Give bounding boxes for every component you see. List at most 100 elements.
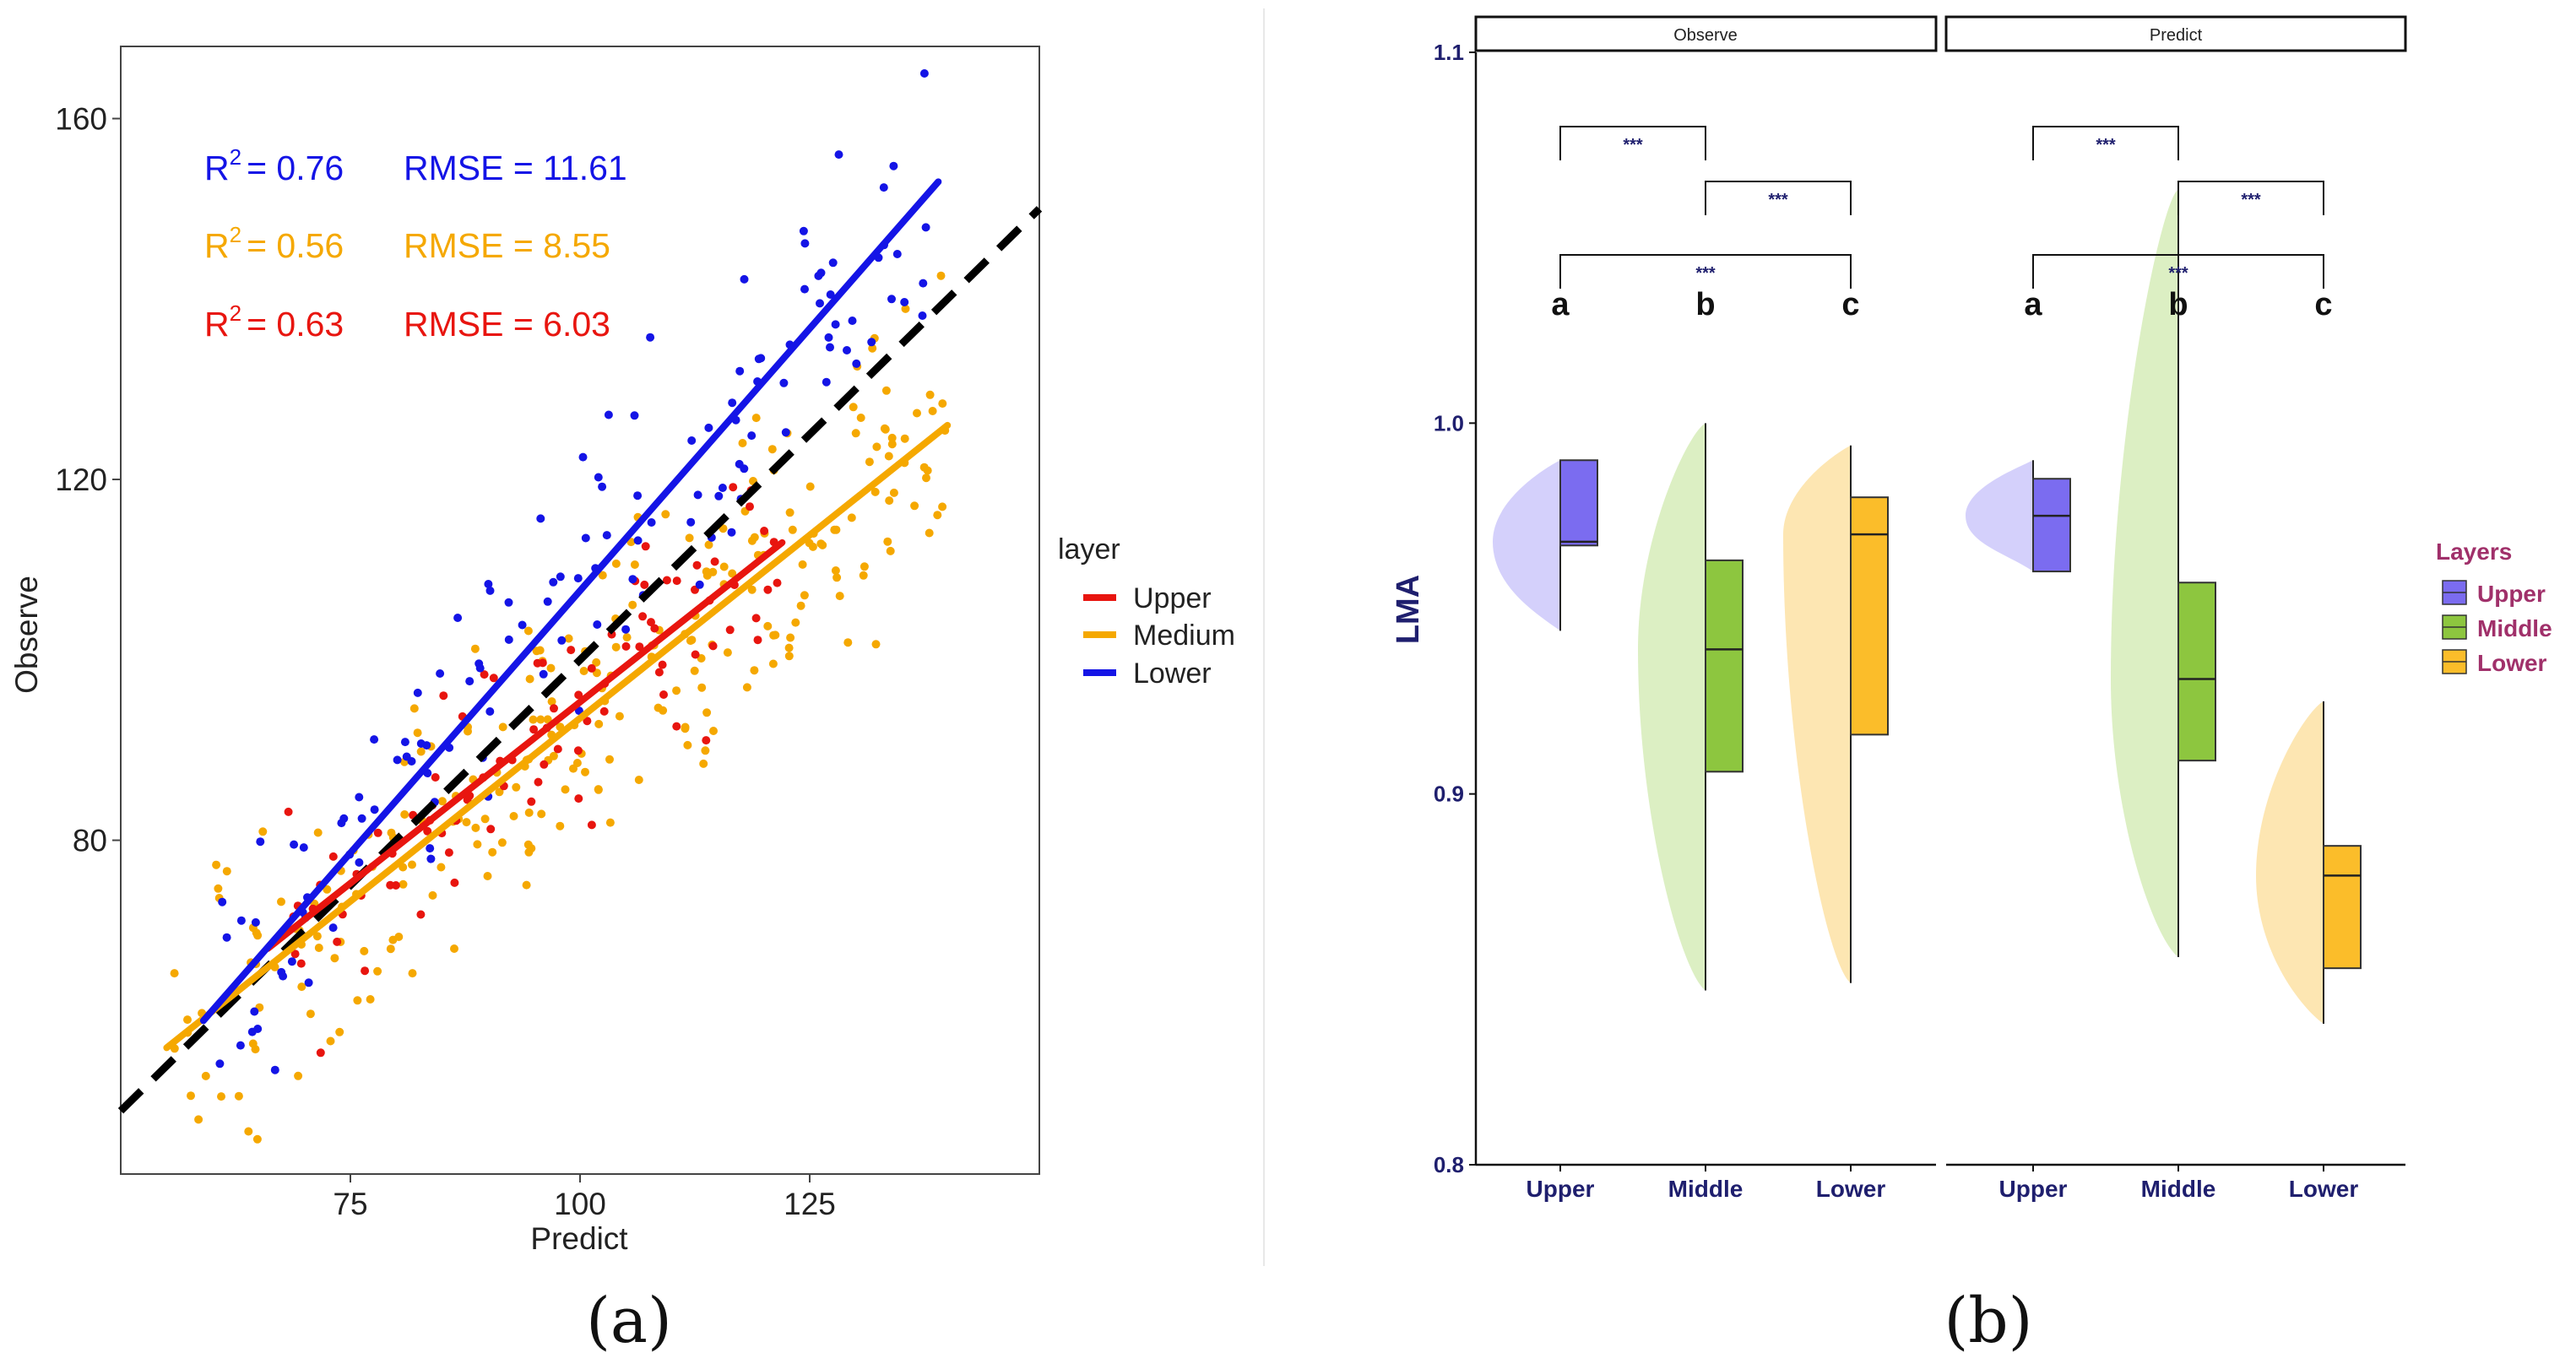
data-point-lower xyxy=(598,482,607,491)
data-point-lower xyxy=(593,620,602,629)
data-point-medium xyxy=(913,409,921,418)
y-tick-label: 1.0 xyxy=(1434,410,1464,436)
data-point-medium xyxy=(605,755,614,764)
data-point-medium xyxy=(933,511,942,520)
data-point-upper xyxy=(650,624,659,633)
data-point-medium xyxy=(488,847,497,857)
group-letter: a xyxy=(1551,287,1570,322)
data-point-lower xyxy=(822,377,831,387)
data-point-upper xyxy=(480,670,489,679)
data-point-lower xyxy=(621,625,631,634)
data-point-upper xyxy=(290,950,300,959)
data-point-upper xyxy=(316,1048,325,1058)
r2-annotation-upper: R2 = 0.63 xyxy=(204,300,344,344)
data-point-medium xyxy=(222,867,231,876)
data-point-lower xyxy=(250,1007,259,1016)
data-point-medium xyxy=(611,642,621,652)
significance-label: *** xyxy=(2168,264,2188,283)
data-point-lower xyxy=(687,436,697,445)
data-point-medium xyxy=(885,496,894,506)
data-point-lower xyxy=(279,971,288,981)
r2-annotation-lower: R2 = 0.76 xyxy=(204,144,344,187)
data-point-lower xyxy=(407,757,416,766)
data-point-medium xyxy=(851,429,860,438)
group-letter: c xyxy=(1841,287,1859,322)
r2-value: = 0.56 xyxy=(247,226,344,265)
data-point-lower xyxy=(247,1027,257,1036)
data-point-medium xyxy=(685,533,694,543)
data-point-lower xyxy=(400,738,409,747)
data-point-medium xyxy=(387,828,396,837)
data-point-medium xyxy=(910,501,919,511)
box-observe-lower xyxy=(1850,496,1889,736)
data-point-upper xyxy=(574,794,583,804)
data-point-medium xyxy=(925,528,934,538)
significance-label: *** xyxy=(2241,191,2261,209)
data-point-upper xyxy=(431,773,440,782)
data-point-lower xyxy=(826,290,835,299)
data-point-medium xyxy=(323,885,332,894)
y-tick-label: 120 xyxy=(55,463,107,497)
data-point-medium xyxy=(786,633,795,642)
facet-label-observe: Observe xyxy=(1673,26,1738,45)
r2-symbol: R xyxy=(204,149,230,187)
data-point-upper xyxy=(773,578,782,587)
data-point-medium xyxy=(883,537,892,546)
data-point-medium xyxy=(413,728,422,738)
data-point-medium xyxy=(450,944,458,953)
data-point-medium xyxy=(326,1036,335,1046)
data-point-medium xyxy=(832,573,842,582)
data-point-medium xyxy=(462,818,471,827)
data-point-lower xyxy=(852,359,861,368)
data-point-lower xyxy=(290,840,299,849)
data-point-upper xyxy=(763,585,773,594)
data-point-upper xyxy=(450,878,459,887)
data-point-lower xyxy=(735,366,745,376)
group-letter: b xyxy=(2168,287,2188,322)
legend-label-upper: Upper xyxy=(1133,582,1212,614)
data-point-medium xyxy=(719,562,729,571)
y-axis-title: Observe xyxy=(9,576,44,694)
data-point-medium xyxy=(408,969,417,978)
data-point-lower xyxy=(485,586,495,595)
data-point-lower xyxy=(834,150,843,160)
significance-bracket xyxy=(1559,254,1852,289)
data-point-medium xyxy=(659,706,668,715)
data-point-upper xyxy=(725,625,735,635)
panel-a-axis-ticks: 75 100 125 80 120 160 xyxy=(55,102,836,1221)
significance-label: *** xyxy=(1768,191,1788,209)
data-point-lower xyxy=(879,183,888,192)
group-letter: b xyxy=(1695,287,1715,322)
rmse-annotation-medium: RMSE = 8.55 xyxy=(404,226,610,265)
data-point-medium xyxy=(547,697,556,706)
x-tick-label: 125 xyxy=(784,1187,836,1221)
data-point-medium xyxy=(750,666,759,675)
data-point-upper xyxy=(621,641,631,651)
data-point-lower xyxy=(222,933,231,942)
data-point-upper xyxy=(751,614,761,623)
data-point-upper xyxy=(599,706,609,716)
data-point-lower xyxy=(328,923,338,933)
data-point-upper xyxy=(638,612,648,621)
data-point-lower xyxy=(287,957,296,966)
data-point-medium xyxy=(868,344,877,353)
data-point-lower xyxy=(740,274,749,284)
data-point-medium xyxy=(252,1134,262,1144)
data-point-medium xyxy=(805,482,815,491)
data-point-lower xyxy=(628,575,637,584)
significance-label: *** xyxy=(1623,136,1643,154)
rmse-annotation-upper: RMSE = 6.03 xyxy=(404,305,610,344)
facet-strip-observe xyxy=(1474,15,1938,52)
category-label-upper: Upper xyxy=(1527,1176,1595,1202)
data-point-medium xyxy=(699,759,708,768)
data-point-medium xyxy=(556,821,565,831)
data-point-lower xyxy=(604,410,613,419)
data-point-medium xyxy=(353,996,362,1005)
data-point-lower xyxy=(695,580,704,589)
data-point-lower xyxy=(918,311,927,320)
group-letter: c xyxy=(2314,287,2332,322)
data-point-lower xyxy=(800,239,810,248)
data-point-upper xyxy=(296,959,306,968)
data-point-medium xyxy=(330,954,339,963)
data-point-medium xyxy=(409,704,419,713)
